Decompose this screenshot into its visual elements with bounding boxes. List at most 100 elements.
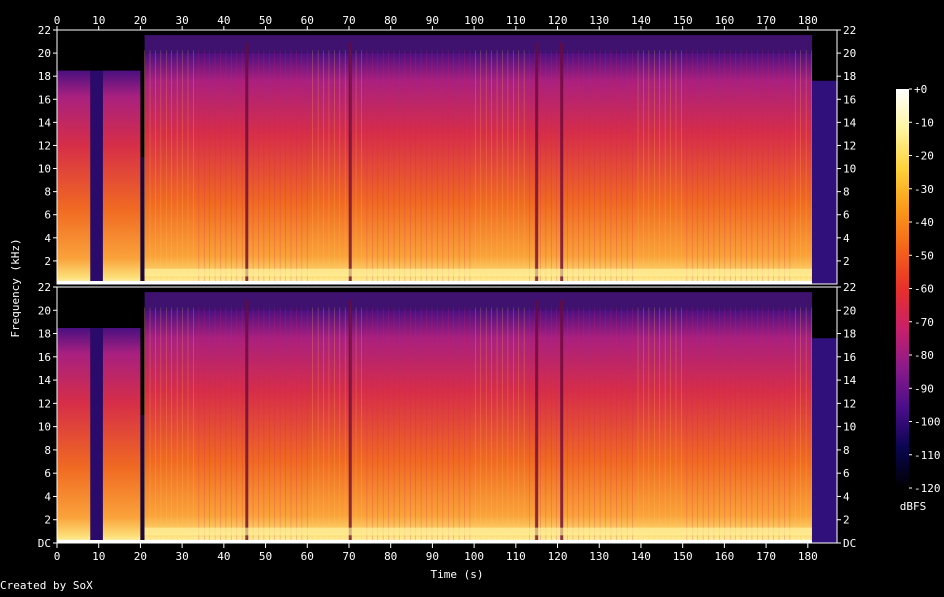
y-tick-label: 4 <box>843 232 850 245</box>
x-tick-label: 140 <box>631 550 651 563</box>
y-tick-label: 4 <box>44 232 51 245</box>
y-tick-label: 18 <box>38 328 51 341</box>
y-tick-label: 16 <box>843 93 856 106</box>
x-tick-label: 40 <box>217 550 230 563</box>
y-tick-label: 2 <box>843 255 850 268</box>
dropout-gap <box>560 42 564 285</box>
dc-line <box>57 281 812 284</box>
y-tick-label: 8 <box>44 444 51 457</box>
dropout-gap <box>535 299 539 543</box>
x-tick-label: 170 <box>756 550 776 563</box>
bass-band <box>144 268 812 277</box>
spectrogram-segment <box>144 52 812 284</box>
x-tick-label: 20 <box>134 14 147 27</box>
x-tick-label: 180 <box>798 14 818 27</box>
panel-frame <box>56 29 838 285</box>
y-tick-label: 12 <box>38 397 51 410</box>
spectrogram-segment <box>90 70 103 284</box>
y-tick-label: 16 <box>38 93 51 106</box>
spectrogram-segment <box>144 310 812 543</box>
colorbar-tick-label: -90 <box>914 382 934 395</box>
high-frequency-band <box>144 292 812 311</box>
y-tick-label: 18 <box>38 70 51 83</box>
y-tick-label: 8 <box>843 444 850 457</box>
x-tick-label: 10 <box>92 550 105 563</box>
colorbar-tick-label: -80 <box>914 349 934 362</box>
x-tick-label: 30 <box>176 14 189 27</box>
x-tick-label: 160 <box>714 14 734 27</box>
spectrogram-segment <box>140 157 145 284</box>
y-tick-label: 18 <box>843 70 856 83</box>
spectrogram-segment <box>811 338 837 543</box>
x-tick-label: 80 <box>384 550 397 563</box>
colorbar-gradient <box>896 89 909 488</box>
x-tick-label: 100 <box>464 14 484 27</box>
spectrogram-segment <box>90 327 103 543</box>
x-tick-label: 160 <box>714 550 734 563</box>
x-tick-label: 100 <box>464 550 484 563</box>
x-tick-label: 60 <box>301 550 314 563</box>
colorbar-tick-label: -100 <box>914 416 941 429</box>
y-tick-label: 20 <box>843 304 856 317</box>
dropout-gap <box>348 299 352 543</box>
colorbar-tick-label: -40 <box>914 216 934 229</box>
dropout-gap <box>348 42 352 285</box>
colorbar-label: dBFS <box>900 500 927 513</box>
dropout-gap <box>535 42 539 285</box>
y-tick-label: 6 <box>843 467 850 480</box>
x-tick-label: 170 <box>756 14 776 27</box>
x-tick-label: 150 <box>673 550 693 563</box>
colorbar-tick-label: -120 <box>914 482 941 495</box>
x-tick-label: 140 <box>631 14 651 27</box>
y-tick-label: 14 <box>38 374 52 387</box>
dc-line <box>57 540 812 543</box>
y-tick-label: 22 <box>38 24 51 37</box>
panel-frame <box>56 286 838 544</box>
colorbar-tick-label: -10 <box>914 116 934 129</box>
dropout-gap <box>245 42 249 285</box>
credit-text: Created by SoX <box>0 579 93 592</box>
y-tick-label: 4 <box>44 490 51 503</box>
y-tick-label: 14 <box>38 116 52 129</box>
y-tick-label: 2 <box>44 514 51 527</box>
x-tick-label: 50 <box>259 550 272 563</box>
y-tick-label: 10 <box>843 421 856 434</box>
x-tick-label: 180 <box>798 550 818 563</box>
x-tick-label: 20 <box>134 550 147 563</box>
y-tick-label: 14 <box>843 116 857 129</box>
dropout-gap <box>560 299 564 543</box>
colorbar-tick-label: +0 <box>914 83 927 96</box>
x-tick-label: 70 <box>342 550 355 563</box>
colorbar-tick-label: -50 <box>914 249 934 262</box>
y-tick-label: 6 <box>843 209 850 222</box>
spectrogram-segment <box>102 70 141 284</box>
y-tick-label: DC <box>843 537 856 550</box>
y-tick-label: 6 <box>44 467 51 480</box>
x-tick-label: 80 <box>384 14 397 27</box>
bass-band <box>144 527 812 536</box>
x-tick-label: 70 <box>342 14 355 27</box>
x-tick-label: 120 <box>548 550 568 563</box>
spectrogram-segment <box>140 415 145 543</box>
spectrogram-segment <box>811 80 837 284</box>
high-frequency-band <box>144 35 812 53</box>
y-tick-label: 8 <box>44 186 51 199</box>
y-tick-label: 18 <box>843 328 856 341</box>
x-tick-label: 120 <box>548 14 568 27</box>
x-tick-label: 10 <box>92 14 105 27</box>
y-tick-label: 12 <box>38 139 51 152</box>
x-tick-label: 0 <box>54 14 61 27</box>
x-tick-label: 90 <box>426 550 439 563</box>
x-tick-label: 130 <box>589 550 609 563</box>
y-axis-label: Frequency (kHz) <box>9 238 22 337</box>
colorbar-tick-label: -70 <box>914 316 934 329</box>
x-tick-label: 40 <box>217 14 230 27</box>
y-tick-label: 10 <box>843 163 856 176</box>
x-tick-label: 30 <box>176 550 189 563</box>
y-tick-label: DC <box>38 537 51 550</box>
colorbar-tick-label: -110 <box>914 449 941 462</box>
x-tick-label: 110 <box>506 14 526 27</box>
y-tick-label: 2 <box>44 255 51 268</box>
y-tick-label: 12 <box>843 397 856 410</box>
